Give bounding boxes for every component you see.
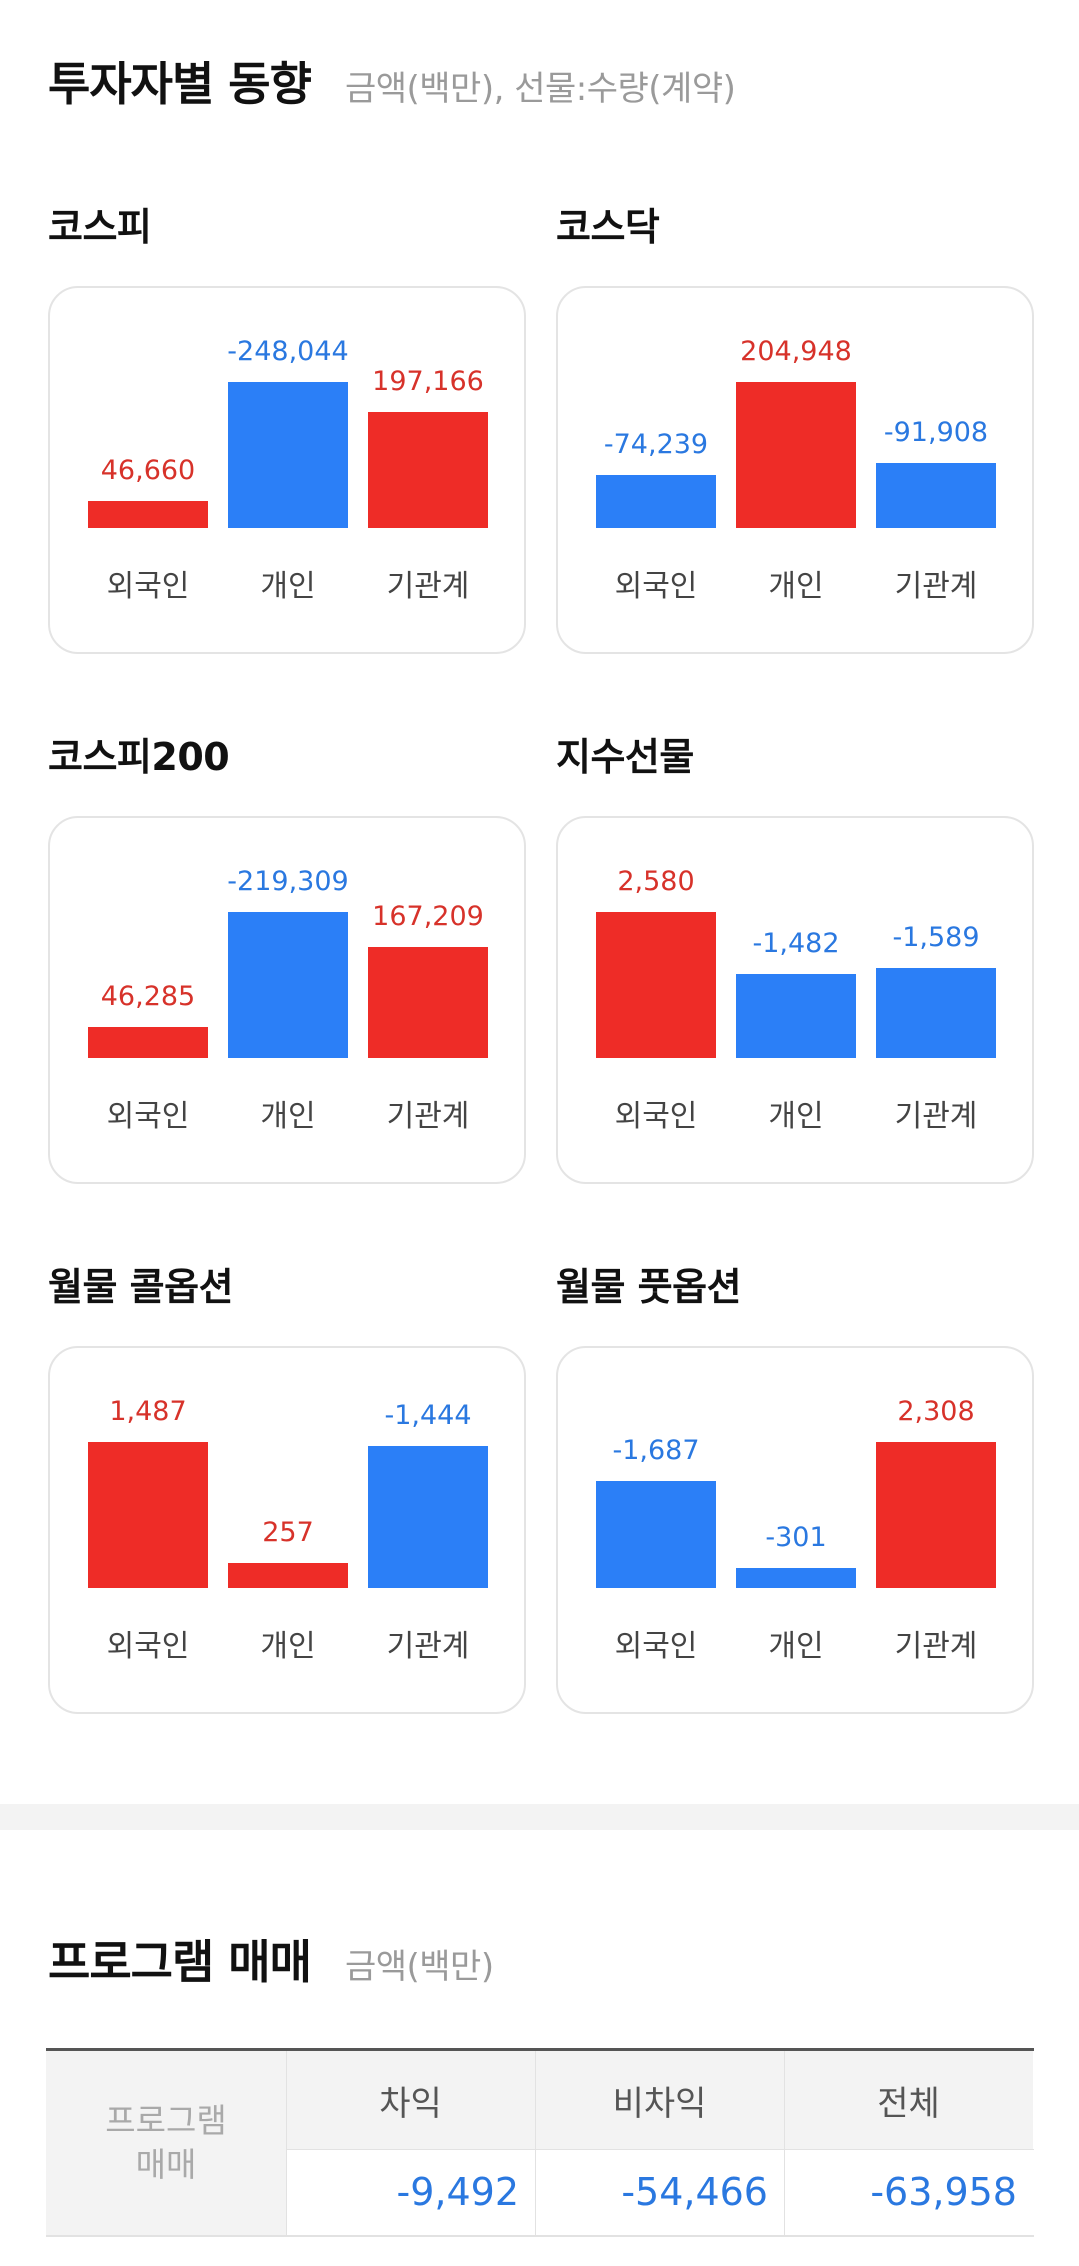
chart-title: 월물 풋옵션	[556, 1265, 742, 1309]
category-label: 개인	[768, 569, 824, 604]
category-label: 기관계	[386, 1099, 470, 1134]
chart-title: 코스피	[48, 205, 152, 249]
table-top-border	[46, 2048, 1034, 2051]
table-divider	[784, 2051, 785, 2235]
row-header-line2: 매매	[135, 2145, 197, 2184]
chart-bar	[736, 974, 856, 1058]
bar-value-label: -74,239	[603, 429, 709, 460]
chart-bar	[736, 382, 856, 528]
table-bottom-border	[46, 2235, 1034, 2237]
table-row-header: 프로그램 매매	[46, 2051, 286, 2235]
column-header-non-arbitrage: 비차익	[535, 2051, 784, 2149]
chart-bar	[876, 463, 996, 528]
category-label: 개인	[260, 1629, 316, 1664]
chart-bar	[368, 1446, 488, 1588]
chart-bar	[876, 968, 996, 1058]
bar-value-label: -1,444	[384, 1400, 472, 1431]
investor-chart-block: 코스피 46,660 외국인 -248,044 개인 197,166 기관계	[48, 196, 526, 654]
bar-value-label: 257	[262, 1517, 314, 1548]
program-trading-title: 프로그램 매매	[48, 1935, 312, 1989]
chart-card: 46,660 외국인 -248,044 개인 197,166 기관계	[48, 286, 526, 654]
category-label: 외국인	[614, 1099, 698, 1134]
investor-trends-header: 투자자별 동향 금액(백만), 선물:수량(계약)	[48, 48, 736, 114]
program-trading-unit: 금액(백만)	[344, 1947, 494, 1987]
chart-card: -74,239 외국인 204,948 개인 -91,908 기관계	[556, 286, 1034, 654]
chart-bar	[228, 382, 348, 528]
investor-chart-block: 코스닥 -74,239 외국인 204,948 개인 -91,908 기관계	[556, 196, 1034, 654]
investor-chart-block: 월물 콜옵션 1,487 외국인 257 개인 -1,444 기관계	[48, 1256, 526, 1714]
category-label: 외국인	[614, 1629, 698, 1664]
bar-value-label: -1,687	[612, 1435, 700, 1466]
category-label: 기관계	[894, 1629, 978, 1664]
bar-value-label: -219,309	[227, 866, 349, 897]
chart-bar	[596, 475, 716, 528]
investor-chart-block: 코스피200 46,285 외국인 -219,309 개인 167,209 기관계	[48, 726, 526, 1184]
chart-bar	[596, 912, 716, 1058]
chart-card: -1,687 외국인 -301 개인 2,308 기관계	[556, 1346, 1034, 1714]
bar-value-label: -248,044	[227, 336, 349, 367]
bar-value-label: 204,948	[740, 336, 852, 367]
bar-value-label: 2,308	[897, 1396, 975, 1427]
bar-value-label: -1,482	[752, 928, 840, 959]
bar-value-label: 46,285	[100, 981, 196, 1012]
row-header-line1: 프로그램	[105, 2101, 227, 2140]
column-header-arbitrage: 차익	[286, 2051, 535, 2149]
chart-bar	[88, 1027, 208, 1058]
category-label: 기관계	[386, 1629, 470, 1664]
category-label: 기관계	[894, 1099, 978, 1134]
chart-bar	[368, 947, 488, 1058]
bar-value-label: -1,589	[892, 922, 980, 953]
bar-value-label: 46,660	[100, 455, 196, 486]
category-label: 개인	[768, 1629, 824, 1664]
chart-card: 2,580 외국인 -1,482 개인 -1,589 기관계	[556, 816, 1034, 1184]
program-trading-header: 프로그램 매매 금액(백만)	[48, 1926, 494, 1992]
program-trading-table: 프로그램 매매 차익 비차익 전체 -9,492 -54,466 -63,958	[46, 2048, 1034, 2238]
investor-chart-block: 지수선물 2,580 외국인 -1,482 개인 -1,589 기관계	[556, 726, 1034, 1184]
category-label: 개인	[260, 569, 316, 604]
chart-bar	[876, 1442, 996, 1588]
category-label: 기관계	[894, 569, 978, 604]
chart-title: 코스피200	[48, 735, 230, 779]
table-divider	[286, 2149, 1034, 2150]
chart-bar	[88, 1442, 208, 1588]
bar-value-label: 167,209	[372, 901, 484, 932]
category-label: 외국인	[106, 1629, 190, 1664]
column-header-total: 전체	[784, 2051, 1033, 2149]
chart-bar	[88, 501, 208, 528]
category-label: 개인	[768, 1099, 824, 1134]
chart-bar	[228, 1563, 348, 1588]
category-label: 개인	[260, 1099, 316, 1134]
bar-value-label: 2,580	[617, 866, 695, 897]
table-divider	[535, 2051, 536, 2235]
investor-trends-unit: 금액(백만), 선물:수량(계약)	[344, 69, 736, 109]
chart-title: 월물 콜옵션	[48, 1265, 234, 1309]
investor-chart-block: 월물 풋옵션 -1,687 외국인 -301 개인 2,308 기관계	[556, 1256, 1034, 1714]
section-divider	[0, 1804, 1079, 1830]
chart-title: 코스닥	[556, 205, 660, 249]
chart-card: 46,285 외국인 -219,309 개인 167,209 기관계	[48, 816, 526, 1184]
category-label: 외국인	[614, 569, 698, 604]
chart-bar	[596, 1481, 716, 1588]
investor-trends-title: 투자자별 동향	[48, 57, 312, 111]
table-divider	[286, 2051, 287, 2235]
category-label: 기관계	[386, 569, 470, 604]
chart-bar	[368, 412, 488, 528]
value-non-arbitrage: -54,466	[535, 2149, 784, 2235]
category-label: 외국인	[106, 1099, 190, 1134]
chart-title: 지수선물	[556, 735, 694, 779]
value-total: -63,958	[784, 2149, 1033, 2235]
category-label: 외국인	[106, 569, 190, 604]
bar-value-label: 197,166	[372, 366, 484, 397]
bar-value-label: -91,908	[883, 417, 989, 448]
chart-card: 1,487 외국인 257 개인 -1,444 기관계	[48, 1346, 526, 1714]
chart-bar	[736, 1568, 856, 1588]
bar-value-label: 1,487	[109, 1396, 187, 1427]
bar-value-label: -301	[765, 1522, 827, 1553]
value-arbitrage: -9,492	[286, 2149, 535, 2235]
chart-bar	[228, 912, 348, 1058]
